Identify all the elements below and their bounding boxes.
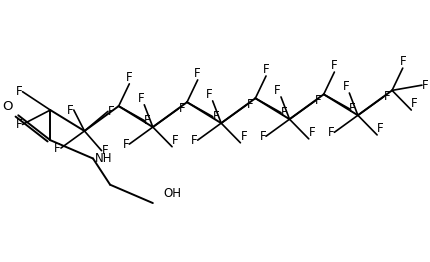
Text: OH: OH (163, 187, 181, 200)
Text: F: F (377, 122, 384, 135)
Text: F: F (213, 110, 219, 123)
Text: F: F (281, 106, 288, 119)
Text: F: F (194, 67, 201, 80)
Text: F: F (144, 114, 151, 127)
Text: F: F (331, 59, 338, 72)
Text: NH: NH (95, 152, 113, 165)
Text: F: F (16, 85, 22, 98)
Text: F: F (178, 102, 185, 115)
Text: F: F (123, 138, 129, 151)
Text: F: F (108, 105, 115, 118)
Text: F: F (263, 63, 269, 76)
Text: F: F (172, 134, 179, 147)
Text: F: F (67, 103, 74, 117)
Text: F: F (101, 144, 108, 157)
Text: F: F (138, 92, 144, 105)
Text: F: F (384, 90, 390, 103)
Text: F: F (422, 79, 429, 92)
Text: F: F (259, 130, 266, 143)
Text: F: F (328, 126, 335, 139)
Text: F: F (16, 118, 22, 131)
Text: F: F (126, 71, 132, 84)
Text: F: F (349, 102, 356, 115)
Text: F: F (191, 134, 198, 147)
Text: F: F (411, 97, 418, 110)
Text: F: F (240, 130, 247, 143)
Text: F: F (54, 141, 61, 155)
Text: F: F (274, 84, 281, 97)
Text: F: F (399, 55, 406, 68)
Text: O: O (3, 100, 13, 113)
Text: F: F (247, 98, 253, 111)
Text: F: F (315, 94, 322, 107)
Text: F: F (206, 88, 213, 101)
Text: F: F (343, 80, 349, 93)
Text: F: F (309, 126, 315, 139)
